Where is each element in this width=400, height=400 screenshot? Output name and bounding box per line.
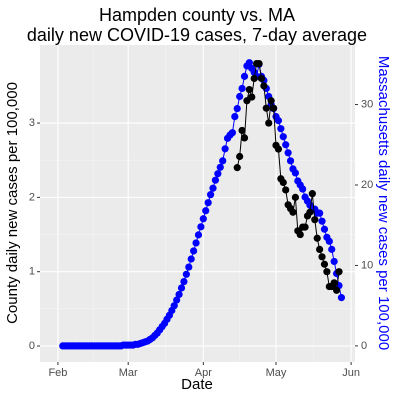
data-point	[323, 268, 331, 276]
data-point	[337, 294, 346, 302]
data-point	[248, 93, 256, 101]
x-tick-label: May	[266, 367, 287, 379]
data-point	[279, 133, 287, 141]
data-point	[335, 268, 343, 276]
data-point	[320, 260, 329, 268]
data-point	[231, 113, 239, 121]
data-point	[180, 277, 188, 286]
data-point	[228, 129, 236, 137]
data-point	[250, 74, 258, 83]
data-point	[206, 191, 215, 199]
x-tick-label: Jun	[342, 367, 360, 379]
data-point	[233, 164, 241, 172]
data-point	[291, 193, 299, 201]
data-point	[233, 104, 241, 113]
data-point	[202, 207, 210, 215]
data-point	[311, 216, 319, 224]
data-point	[286, 157, 295, 165]
data-point	[328, 245, 336, 253]
data-point	[211, 176, 220, 184]
data-point	[289, 208, 297, 216]
data-point	[316, 245, 324, 253]
y-tick-label: 2	[29, 191, 35, 203]
data-point	[245, 59, 253, 67]
x-axis-label: Date	[181, 376, 213, 393]
data-point	[204, 199, 212, 207]
data-point	[260, 82, 268, 90]
data-point	[190, 247, 198, 255]
data-point	[308, 190, 316, 198]
data-point	[216, 163, 224, 171]
data-point	[238, 126, 246, 135]
data-point	[236, 152, 244, 161]
data-point	[284, 149, 292, 157]
data-point	[325, 237, 333, 245]
data-point	[192, 239, 200, 247]
x-tick-label: Feb	[48, 367, 67, 379]
data-point	[282, 186, 290, 194]
data-point	[170, 302, 178, 310]
data-point	[219, 157, 227, 165]
data-point	[282, 141, 290, 149]
y-tick-label: 1	[29, 266, 35, 278]
chart-title: Hampden county vs. MA	[99, 5, 295, 25]
data-point	[173, 296, 181, 304]
data-point	[320, 225, 329, 233]
y-tick-label: 0	[29, 340, 35, 352]
data-point	[240, 72, 249, 80]
data-point	[330, 279, 338, 287]
data-point	[318, 217, 326, 225]
x-tick-label: Apr	[195, 367, 212, 379]
chart-subtitle: daily new COVID-19 cases, 7-day average	[27, 25, 367, 45]
data-point	[209, 184, 217, 192]
data-point	[313, 234, 321, 242]
y2-tick-label: 0	[361, 340, 367, 352]
data-point	[185, 263, 193, 271]
y-axis-label: County daily new cases per 100,000	[4, 82, 21, 324]
data-point	[299, 185, 307, 193]
data-point	[332, 286, 341, 294]
data-point	[257, 74, 266, 83]
data-point	[318, 253, 326, 261]
data-point	[182, 270, 190, 278]
data-point	[279, 178, 287, 187]
y2-tick-label: 30	[361, 98, 373, 110]
data-point	[177, 284, 186, 292]
data-point	[262, 104, 270, 112]
y-tick-label: 3	[29, 117, 35, 129]
y2-tick-label: 10	[361, 259, 373, 271]
data-point	[269, 104, 278, 112]
data-point	[274, 117, 283, 125]
data-point	[291, 169, 299, 177]
data-point	[221, 145, 229, 153]
data-point	[277, 125, 285, 133]
data-point	[316, 209, 324, 217]
data-point	[265, 119, 273, 127]
data-point	[306, 208, 314, 216]
data-point	[301, 223, 309, 231]
plot-background	[40, 45, 355, 362]
x-tick-label: Mar	[119, 367, 138, 379]
data-point	[199, 215, 207, 223]
data-point	[274, 145, 283, 153]
y2-axis-label: Massachusetts daily new cases per 100,00…	[375, 56, 392, 350]
data-point	[236, 92, 244, 101]
data-point	[194, 231, 203, 239]
y2-tick-label: 20	[361, 179, 373, 191]
data-point	[187, 255, 195, 263]
data-point	[240, 134, 249, 142]
data-point	[214, 170, 222, 178]
data-point	[245, 85, 253, 94]
data-point	[267, 97, 275, 105]
data-point	[238, 84, 246, 93]
data-point	[296, 230, 304, 239]
data-point	[330, 257, 338, 266]
data-point	[175, 290, 183, 299]
data-point	[197, 223, 205, 231]
data-point	[255, 59, 263, 68]
